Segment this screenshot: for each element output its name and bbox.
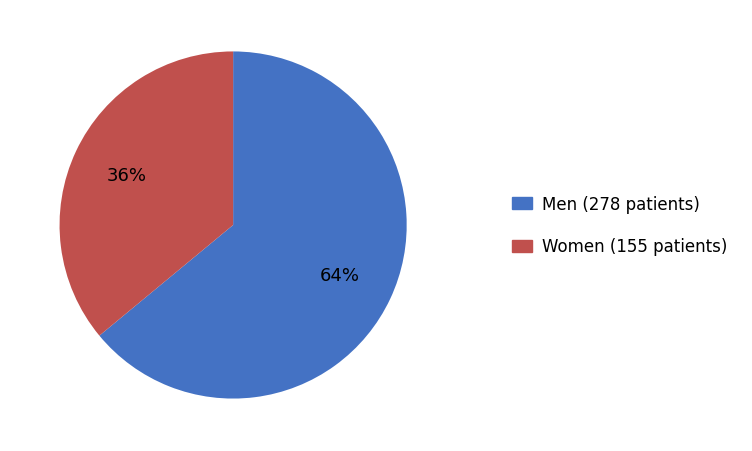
- Wedge shape: [59, 52, 233, 336]
- Legend: Men (278 patients), Women (155 patients): Men (278 patients), Women (155 patients): [504, 187, 736, 264]
- Text: 36%: 36%: [106, 166, 147, 184]
- Wedge shape: [99, 52, 407, 399]
- Text: 64%: 64%: [320, 267, 360, 285]
